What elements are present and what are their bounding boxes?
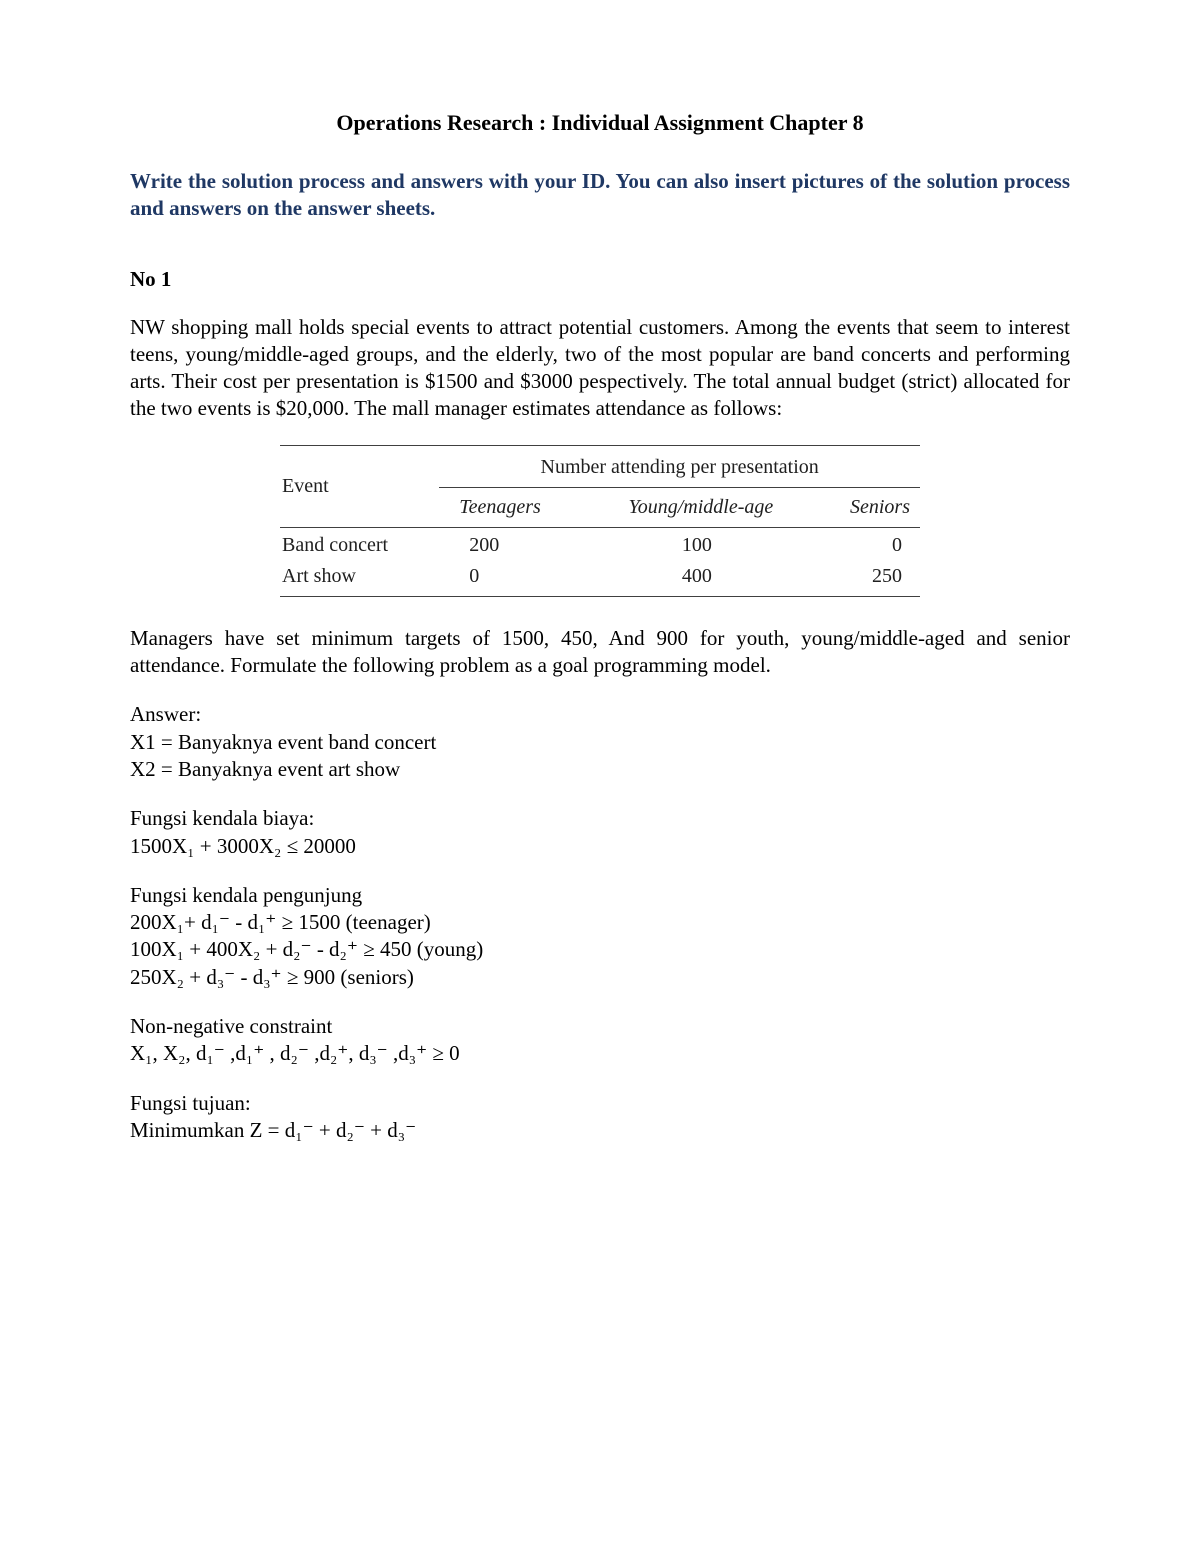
attendance-table-wrap: Event Number attending per presentation …: [130, 445, 1070, 597]
cell: 400: [590, 559, 812, 597]
table-row: Band concert 200 100 0: [280, 527, 920, 559]
nn-label: Non-negative constraint: [130, 1013, 1070, 1040]
document-page: Operations Research : Individual Assignm…: [0, 0, 1200, 1553]
obj-eq: Minimumkan Z = d₁⁻ + d₂⁻ + d₃⁻: [130, 1117, 1070, 1144]
answer-heading: Answer:: [130, 701, 1070, 728]
cell: 100: [590, 527, 812, 559]
table-caption: Number attending per presentation: [439, 445, 920, 487]
table-row-header: Event: [280, 445, 439, 527]
table-row: Art show 0 400 250: [280, 559, 920, 597]
cost-eq: 1500X₁ + 3000X₂ ≤ 20000: [130, 833, 1070, 860]
doc-title: Operations Research : Individual Assignm…: [130, 110, 1070, 136]
nn-eq: X₁, X₂, d₁⁻ ,d₁⁺ , d₂⁻ ,d₂⁺, d₃⁻ ,d₃⁺ ≥ …: [130, 1040, 1070, 1067]
visitor-eq3: 250X₂ + d₃⁻ - d₃⁺ ≥ 900 (seniors): [130, 964, 1070, 991]
cell: 200: [439, 527, 589, 559]
answer-block: Answer: X1 = Banyaknya event band concer…: [130, 701, 1070, 1144]
cell: 250: [812, 559, 920, 597]
obj-label: Fungsi tujuan:: [130, 1090, 1070, 1117]
attendance-table: Event Number attending per presentation …: [280, 445, 920, 597]
col-young: Young/middle-age: [590, 487, 812, 527]
problem-text: NW shopping mall holds special events to…: [130, 314, 1070, 423]
visitor-eq1: 200X₁+ d₁⁻ - d₁⁺ ≥ 1500 (teenager): [130, 909, 1070, 936]
cost-label: Fungsi kendala biaya:: [130, 805, 1070, 832]
visitor-eq2: 100X₁ + 400X₂ + d₂⁻ - d₂⁺ ≥ 450 (young): [130, 936, 1070, 963]
cell: 0: [812, 527, 920, 559]
answer-x2: X2 = Banyaknya event art show: [130, 756, 1070, 783]
instructions-text: Write the solution process and answers w…: [130, 168, 1070, 223]
col-teenagers: Teenagers: [439, 487, 589, 527]
followup-text: Managers have set minimum targets of 150…: [130, 625, 1070, 680]
col-seniors: Seniors: [812, 487, 920, 527]
answer-x1: X1 = Banyaknya event band concert: [130, 729, 1070, 756]
row-label: Art show: [280, 559, 439, 597]
visitor-label: Fungsi kendala pengunjung: [130, 882, 1070, 909]
cell: 0: [439, 559, 589, 597]
row-label: Band concert: [280, 527, 439, 559]
problem-heading: No 1: [130, 267, 1070, 292]
